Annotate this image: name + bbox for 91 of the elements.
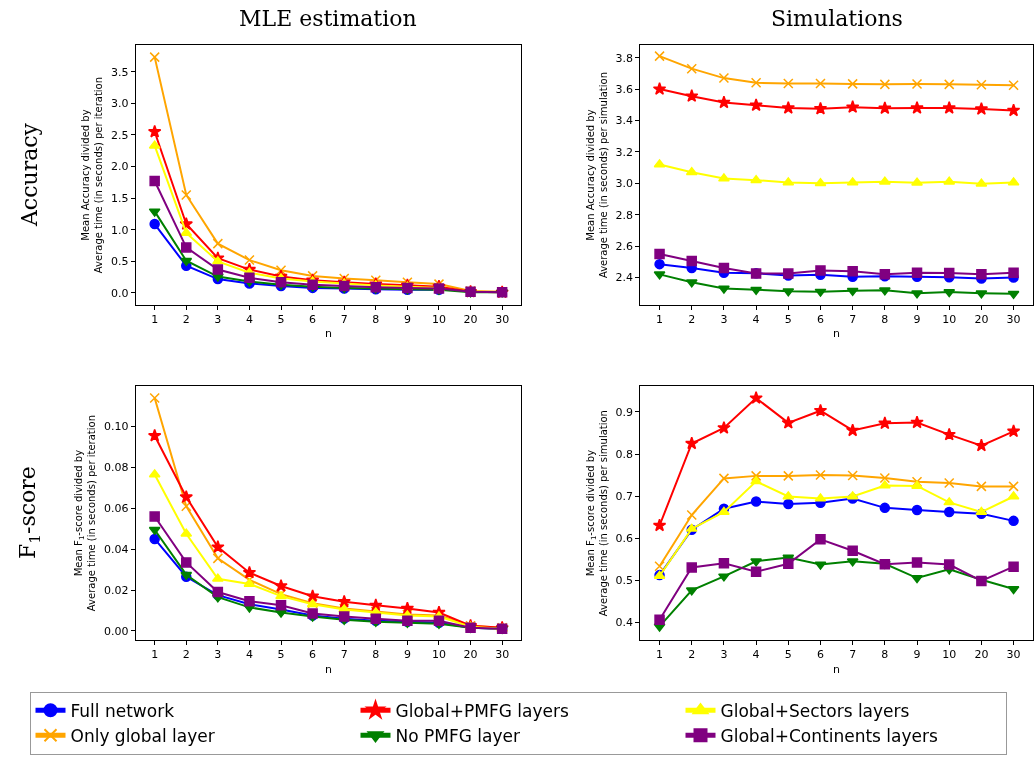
- x-tick-label: 6: [816, 648, 824, 662]
- y-tick-label: 0.8: [615, 447, 634, 461]
- y-axis-title: Mean Accuracy divided by Average time (in seconds) per iteration: [80, 76, 105, 274]
- chart-title: MLE estimation: [239, 6, 417, 31]
- x-tick-label: 4: [245, 313, 253, 327]
- x-tick-label: 9: [913, 648, 921, 662]
- x-tick-label: 10: [942, 648, 957, 662]
- y-tick-label: 0.0: [111, 286, 129, 300]
- x-axis-title: n: [833, 327, 841, 341]
- x-tick-label: 30: [495, 648, 510, 662]
- x-tick-label: 1: [151, 648, 159, 662]
- x-tick-label: 3: [214, 313, 222, 327]
- x-axis-title: n: [833, 662, 841, 676]
- y-tick-label: 0.6: [615, 531, 634, 545]
- x-tick-label: 9: [403, 648, 411, 662]
- x-tick-label: 20: [463, 648, 478, 662]
- y-tick-label: 3.8: [615, 51, 634, 65]
- x-tick-label: 4: [752, 648, 760, 662]
- y-tick-label: 3.0: [111, 97, 129, 111]
- x-tick-label: 20: [974, 313, 989, 327]
- x-tick-label: 4: [245, 648, 253, 662]
- y-axis-title: Mean Accuracy divided by Average time (in seconds) per simulation: [584, 72, 609, 279]
- y-tick-label: 0.10: [104, 420, 129, 434]
- y-tick-label: 3.0: [615, 177, 634, 191]
- x-tick-label: 5: [784, 648, 792, 662]
- x-tick-label: 3: [214, 648, 222, 662]
- x-tick-label: 20: [974, 648, 989, 662]
- x-tick-label: 5: [784, 313, 792, 327]
- x-tick-label: 8: [372, 648, 380, 662]
- x-tick-label: 30: [1006, 313, 1021, 327]
- x-tick-label: 2: [688, 313, 696, 327]
- y-tick-label: 3.4: [615, 114, 634, 128]
- x-tick-label: 8: [881, 648, 889, 662]
- x-tick-label: 3: [720, 648, 728, 662]
- x-tick-label: 5: [277, 313, 285, 327]
- x-tick-label: 9: [403, 313, 411, 327]
- y-tick-label: 0.7: [615, 489, 634, 503]
- x-tick-label: 8: [881, 313, 889, 327]
- legend-label: Global+PMFG layers: [395, 700, 569, 721]
- x-tick-label: 8: [372, 313, 380, 327]
- x-tick-label: 7: [849, 648, 857, 662]
- y-tick-label: 0.5: [111, 255, 129, 269]
- x-tick-label: 10: [942, 313, 957, 327]
- y-tick-label: 1.0: [111, 223, 129, 237]
- y-tick-label: 1.5: [111, 191, 129, 205]
- x-tick-label: 10: [431, 648, 446, 662]
- x-tick-label: 6: [309, 313, 317, 327]
- y-tick-label: 3.6: [615, 82, 634, 96]
- x-tick-label: 2: [688, 648, 696, 662]
- legend-label: Full network: [70, 700, 175, 721]
- y-tick-label: 2.5: [111, 128, 129, 142]
- y-tick-label: 0.02: [104, 583, 129, 597]
- y-tick-label: 0.4: [615, 616, 634, 630]
- y-tick-label: 0.04: [104, 543, 129, 557]
- y-tick-label: 2.4: [615, 271, 634, 285]
- y-tick-label: 2.6: [615, 239, 634, 253]
- x-tick-label: 20: [463, 313, 478, 327]
- x-tick-label: 9: [913, 313, 921, 327]
- y-tick-label: 2.8: [615, 208, 634, 222]
- x-tick-label: 2: [182, 648, 190, 662]
- x-tick-label: 7: [340, 313, 348, 327]
- x-tick-label: 10: [431, 313, 446, 327]
- x-tick-label: 30: [1006, 648, 1021, 662]
- x-axis-title: n: [324, 662, 332, 676]
- x-tick-label: 7: [849, 313, 857, 327]
- x-tick-label: 5: [277, 648, 285, 662]
- x-tick-label: 1: [151, 313, 159, 327]
- y-tick-label: 0.06: [104, 502, 129, 516]
- x-tick-label: 1: [656, 313, 664, 327]
- legend-label: Only global layer: [70, 725, 215, 746]
- y-tick-label: 0.08: [104, 461, 129, 475]
- x-tick-label: 6: [816, 313, 824, 327]
- x-tick-label: 2: [182, 313, 190, 327]
- x-tick-label: 3: [720, 313, 728, 327]
- x-tick-label: 4: [752, 313, 760, 327]
- y-tick-label: 2.0: [111, 160, 129, 174]
- text: Accuracy: [16, 122, 42, 228]
- x-tick-label: 7: [340, 648, 348, 662]
- x-tick-label: 6: [309, 648, 317, 662]
- y-tick-label: 0.9: [615, 405, 634, 419]
- x-tick-label: 1: [656, 648, 664, 662]
- legend-label: Global+Continents layers: [720, 725, 938, 746]
- chart-title: Simulations: [771, 6, 903, 31]
- x-tick-label: 30: [495, 313, 510, 327]
- y-tick-label: 0.5: [615, 574, 634, 588]
- legend-label: No PMFG layer: [395, 725, 520, 746]
- legend-label: Global+Sectors layers: [720, 700, 910, 721]
- y-tick-label: 3.2: [615, 145, 634, 159]
- x-axis-title: n: [324, 327, 332, 341]
- y-tick-label: 3.5: [111, 65, 129, 79]
- y-tick-label: 0.00: [104, 624, 129, 638]
